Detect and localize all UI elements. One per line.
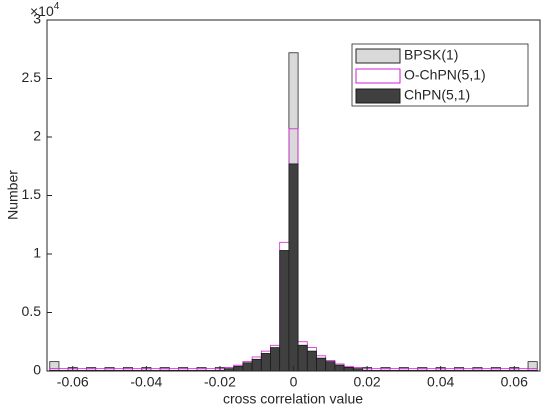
- bar: [242, 362, 253, 372]
- bar: [49, 361, 60, 372]
- bar: [316, 357, 327, 372]
- legend-label: BPSK(1): [404, 47, 458, 63]
- legend-swatch: [355, 68, 401, 84]
- y-tick-label: 0: [33, 362, 41, 378]
- x-tick-label: -0.04: [130, 374, 162, 390]
- x-tick-label: 0.06: [501, 374, 528, 390]
- bar: [233, 365, 244, 372]
- bar: [306, 350, 317, 372]
- y-tick-label: 2: [33, 128, 41, 144]
- x-axis-label: cross correlation value: [223, 391, 363, 407]
- legend-swatch: [355, 48, 401, 64]
- x-tick-label: 0.04: [427, 374, 454, 390]
- y-tick-label: 0.5: [22, 303, 42, 319]
- bar: [527, 361, 538, 372]
- y-tick-label: 2.5: [22, 69, 42, 85]
- y-tick-label: 3: [33, 11, 41, 27]
- y-tick-label: 1: [33, 245, 41, 261]
- x-tick-label: 0.02: [353, 374, 380, 390]
- y-multiplier: ×104: [30, 1, 60, 19]
- legend-swatch: [355, 88, 401, 104]
- bar: [270, 347, 281, 372]
- y-multiplier-exponent: 4: [54, 1, 60, 12]
- y-tick-label: 1.5: [22, 186, 42, 202]
- y-axis-label: Number: [5, 170, 21, 220]
- x-tick-label: -0.02: [204, 374, 236, 390]
- bar: [279, 250, 290, 372]
- x-tick-label: -0.06: [57, 374, 89, 390]
- bar: [343, 367, 354, 372]
- bar: [297, 344, 308, 372]
- bar: [288, 163, 299, 372]
- legend-label: ChPN(5,1): [404, 87, 470, 103]
- legend-label: O-ChPN(5,1): [404, 67, 486, 83]
- bar: [260, 353, 271, 372]
- bar: [325, 361, 336, 372]
- bar: [334, 364, 345, 372]
- x-tick-label: 0: [290, 374, 298, 390]
- y-multiplier-base: ×10: [30, 3, 54, 19]
- bar: [251, 358, 262, 372]
